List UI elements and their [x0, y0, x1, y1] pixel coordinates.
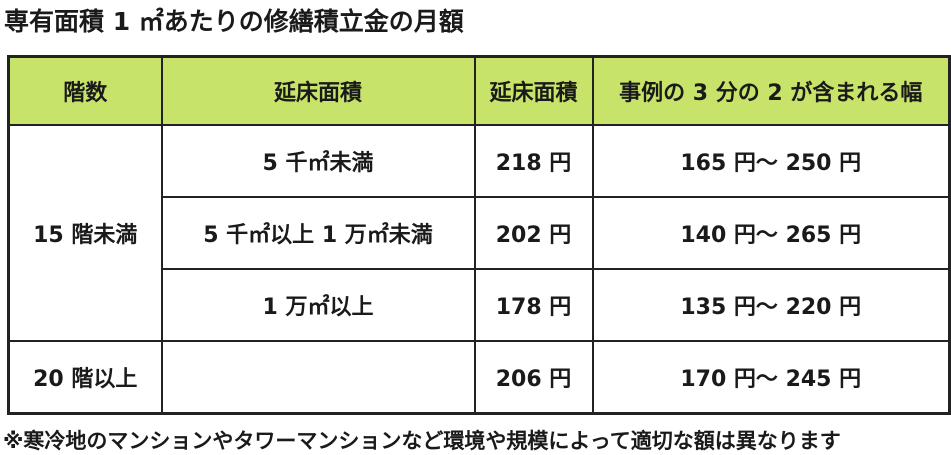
footnote: ※寒冷地のマンションやタワーマンションなど環境や規模によって適切な額は異なります: [3, 429, 841, 453]
repair-fee-table: 階数 延床面積 延床面積 事例の 3 分の 2 が含まれる幅 15 階未満 5 …: [7, 55, 951, 415]
header-range: 事例の 3 分の 2 が含まれる幅: [591, 55, 951, 126]
range-cell: 135 円～ 220 円: [591, 268, 951, 342]
table-row: 5 千㎡以上 1 万㎡未満 202 円 140 円～ 265 円: [9, 196, 951, 270]
table-row: 15 階未満 5 千㎡未満 218 円 165 円～ 250 円: [7, 124, 951, 342]
area-cell: [160, 340, 476, 415]
table-row: 1 万㎡以上 178 円 135 円～ 220 円: [9, 268, 951, 342]
range-cell: 170 円～ 245 円: [591, 340, 951, 415]
fee-cell: 202 円: [473, 196, 594, 270]
page-title: 専有面積 1 ㎡あたりの修繕積立金の月額: [4, 7, 464, 36]
fee-cell: 178 円: [473, 268, 594, 342]
area-cell: 1 万㎡以上: [160, 268, 476, 342]
table-row: 20 階以上 206 円 170 円～ 245 円: [7, 340, 951, 415]
floors-cell: 15 階未満: [7, 124, 163, 342]
floors-cell: 20 階以上: [7, 340, 163, 415]
area-cell: 5 千㎡未満: [160, 124, 476, 198]
fee-cell: 206 円: [473, 340, 594, 415]
header-floors: 階数: [7, 55, 163, 126]
header-row: 階数 延床面積 延床面積 事例の 3 分の 2 が含まれる幅: [7, 55, 951, 126]
header-floor-area: 延床面積: [160, 55, 476, 126]
range-cell: 165 円～ 250 円: [591, 124, 951, 198]
header-amount: 延床面積: [473, 55, 594, 126]
fee-cell: 218 円: [473, 124, 594, 198]
area-cell: 5 千㎡以上 1 万㎡未満: [160, 196, 476, 270]
range-cell: 140 円～ 265 円: [591, 196, 951, 270]
